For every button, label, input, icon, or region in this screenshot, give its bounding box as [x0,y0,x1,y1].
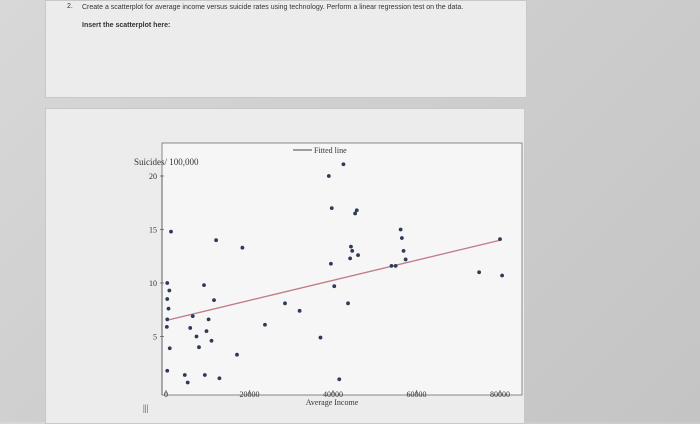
scatter-point [349,244,353,249]
scatter-point [214,238,219,243]
x-tick-label: 60000 [407,390,427,399]
x-tick-label: 80000 [490,390,510,399]
scatter-point [389,263,394,268]
scatter-point [399,236,404,240]
scatter-point [166,306,171,311]
x-axis-label: Average Income [306,398,359,407]
scatter-point [329,261,333,266]
scatter-point [206,317,211,322]
plot-area [161,142,523,396]
scatter-point [332,284,337,289]
scatter-point [165,281,170,285]
scatter-point [337,377,342,382]
scatter-point [329,206,334,211]
y-tick-label: 15 [149,226,157,235]
scatter-point [165,368,170,373]
scatter-point [297,308,302,313]
y-tick-label: 10 [149,279,157,288]
panel-footer-mark: ||| [143,403,149,413]
insert-scatterplot-label: Insert the scatterplot here: [82,22,171,29]
scatter-point [498,237,502,242]
scatter-point [185,380,190,385]
scatter-point [326,174,331,178]
scatter-point [165,297,170,301]
scatter-point [165,317,170,322]
scatter-point [263,322,267,327]
scatter-point [169,229,173,234]
scatter-point [202,373,207,377]
scatter-point [212,298,216,303]
scatter-point [393,263,398,268]
scatter-point [401,249,406,253]
scatter-point [209,338,214,343]
x-tick-label: 0 [164,390,168,399]
scatter-point [398,227,403,232]
scatter-point [341,162,346,167]
scatter-point [190,314,195,319]
scatter-point [194,334,199,339]
scatter-point [204,329,209,334]
scatter-point [164,324,169,329]
y-tick-label: 20 [149,172,157,181]
scatter-point [318,335,323,340]
x-tick-label: 20000 [240,390,260,399]
question-text: Create a scatterplot for average income … [82,4,464,11]
scatter-point [188,326,193,330]
scatter-point [353,211,358,216]
scatter-point [217,376,222,381]
scatter-point [235,352,239,357]
scatter-point [500,273,504,278]
scatter-point [356,253,360,258]
legend-label: Fitted line [314,146,347,155]
question-panel [45,0,527,98]
scatter-point [348,256,353,261]
scatter-point [283,301,287,306]
scatter-point [346,301,350,306]
question-number: 2. [67,3,73,10]
scatter-point [403,257,408,262]
scatter-point [202,283,206,288]
scatter-point [197,345,201,350]
scatter-point [477,270,482,275]
scatter-point [167,346,172,351]
scatter-point [167,288,172,293]
scatter-point [350,249,355,253]
scatter-point [354,208,359,213]
y-tick-label: 5 [153,333,157,342]
x-tick-label: 40000 [323,390,343,399]
scatter-point [240,245,245,250]
fitted-line [165,239,501,322]
chart-marks: 0 20000 40000 60000 80000 5 10 15 20 [149,162,510,399]
scatter-point [182,373,187,377]
y-axis-label: Suicides/ 100,000 [134,157,199,167]
